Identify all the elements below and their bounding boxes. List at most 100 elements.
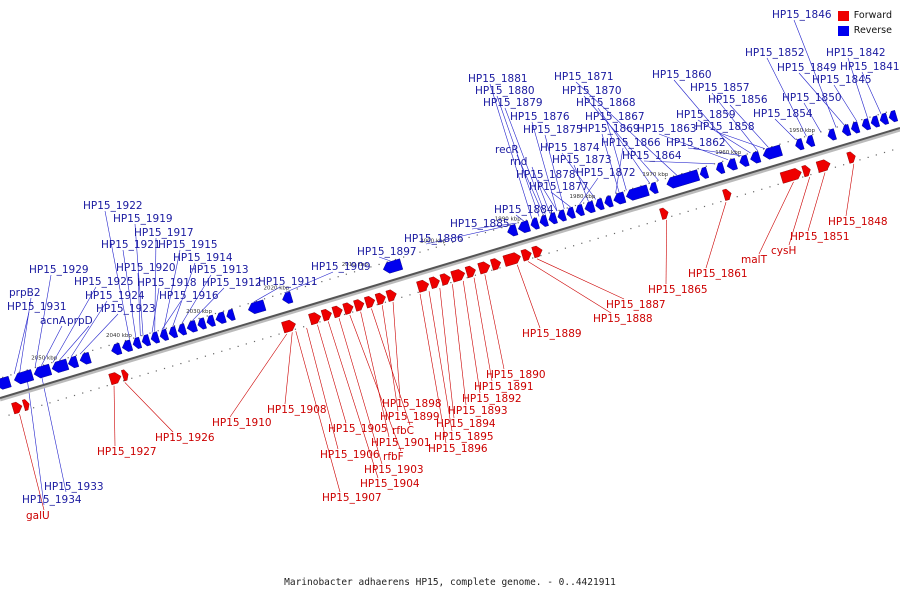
reverse-gene-label: HP15_1856 (708, 94, 768, 106)
reverse-gene-label: HP15_1864 (622, 150, 682, 162)
leader-line (516, 264, 541, 329)
minor-tick-upper (746, 153, 748, 155)
minor-tick-upper (255, 300, 257, 302)
forward-gene (779, 168, 802, 184)
leader-line (172, 262, 196, 327)
reverse-gene (168, 326, 179, 339)
forward-gene (520, 249, 532, 262)
forward-gene-label: HP15_1896 (428, 443, 488, 455)
leader-line (19, 297, 32, 373)
minor-tick-lower (401, 296, 403, 298)
forward-gene (659, 207, 669, 220)
leader-line (338, 318, 383, 465)
leader-line (484, 274, 505, 370)
minor-tick-upper (599, 197, 601, 199)
reverse-gene (584, 200, 596, 214)
reverse-gene (206, 314, 216, 327)
reverse-gene (716, 161, 726, 174)
minor-tick-upper (198, 317, 200, 320)
reverse-gene-label: HP15_1918 (137, 277, 197, 289)
reverse-gene (539, 214, 549, 227)
leader-line (573, 164, 589, 202)
tick-label: 1980 kbp (570, 194, 596, 200)
minor-tick-upper (182, 322, 184, 324)
reverse-gene (132, 336, 143, 349)
minor-tick-upper (869, 116, 871, 118)
minor-tick-lower (712, 203, 714, 205)
leader-line (793, 19, 837, 128)
minor-tick-upper (697, 168, 699, 170)
minor-tick-upper (673, 175, 675, 177)
leader-line (306, 327, 339, 450)
leader-line (597, 107, 650, 184)
forward-gene-label: HP15_1891 (474, 381, 534, 393)
forward-gene (120, 369, 129, 382)
forward-gene-label: HP15_1899 (380, 411, 440, 423)
reverse-gene-label: HP15_1867 (585, 111, 645, 123)
leader-line (665, 219, 667, 285)
leader-line (798, 72, 845, 126)
minor-tick-lower (605, 235, 607, 237)
leader-line (705, 202, 727, 269)
reverse-gene-label: HP15_1881 (468, 73, 528, 85)
minor-tick-lower (867, 156, 869, 158)
forward-gene-label: HP15_1908 (267, 404, 327, 416)
minor-tick-upper (386, 261, 388, 263)
leader-line (537, 179, 558, 212)
minor-tick-lower (892, 149, 894, 151)
reverse-gene (699, 166, 710, 179)
forward-gene-label: HP15_1905 (328, 423, 388, 435)
minor-tick-lower (573, 245, 575, 247)
gene-features (0, 110, 899, 415)
leader-line (317, 324, 347, 424)
reverse-gene (879, 112, 890, 125)
minor-tick-upper (100, 347, 102, 349)
minor-tick-upper (353, 271, 356, 273)
minor-tick-upper (484, 231, 487, 234)
minor-tick-lower (221, 350, 223, 352)
minor-tick-lower (654, 220, 657, 222)
leader-lines (14, 19, 882, 511)
minor-tick-lower (49, 402, 51, 404)
minor-tick-lower (163, 367, 166, 370)
minor-tick-lower (613, 232, 616, 235)
reverse-gene-label: HP15_1884 (494, 204, 554, 216)
forward-gene-label: HP15_1910 (212, 417, 272, 429)
reverse-gene (150, 331, 161, 344)
minor-tick-upper (75, 354, 77, 356)
reverse-gene-label: HP15_1857 (690, 82, 750, 94)
forward-gene-label: HP15_1907 (322, 492, 382, 504)
legend-label-forward: Forward (853, 10, 892, 21)
reverse-gene-label: HP15_1873 (552, 154, 612, 166)
leader-line (774, 118, 796, 140)
minor-tick-upper (877, 114, 879, 116)
tick-marks: 1950 kbp 1960 kbp 1970 kbp 1980 kbp 1990 kbp… (2, 111, 894, 416)
leader-line (122, 249, 137, 338)
reverse-gene-label: HP15_1858 (695, 121, 755, 133)
minor-tick-upper (10, 374, 12, 376)
forward-gene (416, 279, 430, 293)
leader-line (349, 314, 402, 452)
legend: Forward Reverse (837, 8, 892, 38)
minor-tick-upper (206, 315, 208, 317)
leader-line (807, 172, 826, 232)
reverse-gene-label: HP15_1871 (554, 71, 614, 83)
minor-tick-upper (403, 256, 405, 258)
minor-tick-upper (795, 138, 797, 140)
minor-tick-upper (329, 278, 331, 280)
reverse-gene-label: HP15_1875 (523, 124, 583, 136)
minor-tick-upper (623, 190, 626, 192)
minor-tick-lower (278, 333, 280, 335)
minor-tick-lower (753, 191, 755, 193)
minor-tick-upper (632, 187, 634, 189)
minor-tick-upper (190, 320, 192, 322)
reverse-gene (613, 191, 627, 205)
leader-line (462, 280, 481, 394)
forward-gene-label: HP15_1926 (155, 432, 215, 444)
leader-line (673, 79, 740, 157)
minor-tick-upper (738, 155, 740, 158)
tick-label: 1960 kbp (715, 150, 741, 156)
reverse-gene (666, 169, 701, 189)
tick-label: 2020 kbp (264, 286, 290, 292)
minor-tick-upper (59, 359, 61, 361)
